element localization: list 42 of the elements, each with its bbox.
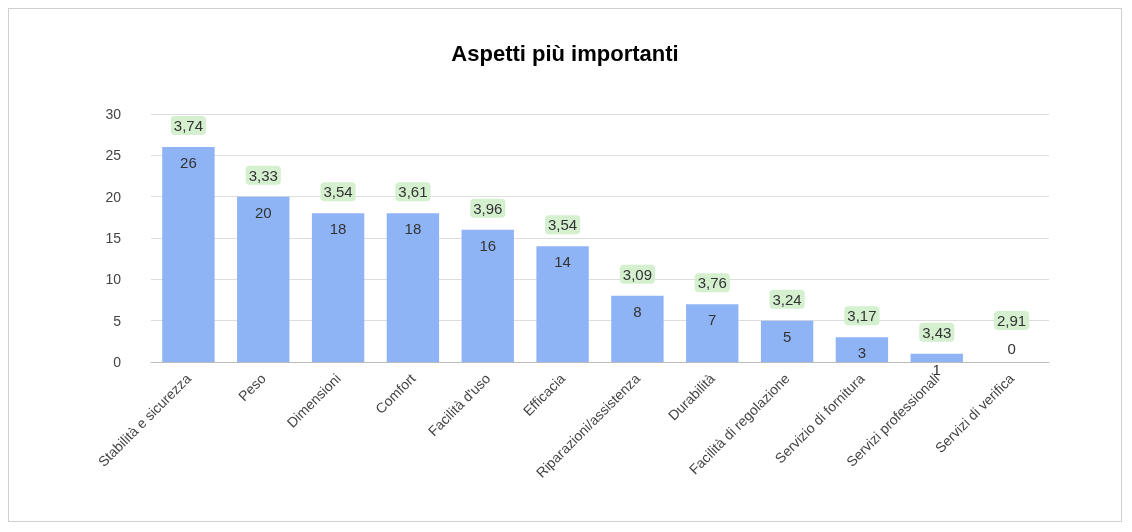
data-label: 16 bbox=[479, 236, 497, 254]
data-label: 14 bbox=[554, 253, 571, 271]
y-tick-label: 0 bbox=[113, 354, 122, 370]
data-label: 3 bbox=[857, 344, 867, 362]
data-label: 20 bbox=[254, 203, 272, 221]
bar bbox=[686, 304, 739, 362]
annotation: 3,61 bbox=[398, 183, 428, 201]
data-label: 5 bbox=[782, 327, 792, 345]
bar bbox=[311, 213, 365, 362]
data-label: 26 bbox=[180, 154, 197, 172]
annotation: 3,09 bbox=[622, 265, 653, 283]
annotation: 3,24 bbox=[772, 290, 802, 308]
chart-title: Aspetti più importanti bbox=[451, 40, 679, 66]
annotation: 3,17 bbox=[847, 307, 877, 325]
bar bbox=[237, 196, 290, 362]
y-tick-label: 15 bbox=[105, 230, 122, 246]
bar bbox=[162, 147, 215, 362]
bar bbox=[386, 213, 440, 362]
annotation: 3,76 bbox=[697, 274, 727, 292]
data-label: 18 bbox=[329, 220, 347, 238]
annotation: 3,54 bbox=[547, 216, 578, 234]
bar bbox=[611, 295, 664, 362]
annotation: 3,43 bbox=[922, 323, 952, 341]
annotation: 2,91 bbox=[996, 312, 1027, 329]
bar bbox=[910, 353, 963, 362]
annotation: 3,33 bbox=[248, 166, 278, 184]
data-label: 18 bbox=[404, 220, 422, 238]
y-tick-label: 5 bbox=[113, 312, 122, 329]
annotation: 3,74 bbox=[173, 117, 204, 135]
y-tick-label: 10 bbox=[105, 271, 122, 288]
annotation: 3,54 bbox=[323, 183, 353, 201]
bar bbox=[760, 320, 814, 362]
y-tick-label: 20 bbox=[105, 188, 122, 205]
y-tick-label: 30 bbox=[105, 106, 122, 122]
bar bbox=[536, 246, 589, 362]
data-label: 7 bbox=[708, 311, 717, 329]
y-tick-label: 25 bbox=[105, 147, 122, 164]
bar bbox=[835, 337, 889, 362]
data-label: 8 bbox=[633, 302, 642, 320]
data-label: 0 bbox=[1007, 340, 1016, 357]
annotation: 3,96 bbox=[473, 199, 503, 217]
bar bbox=[461, 229, 514, 362]
